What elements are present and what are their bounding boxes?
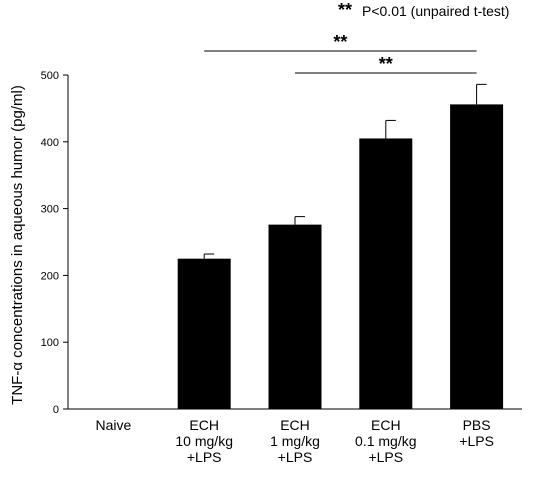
x-tick-label: 10 mg/kg — [175, 433, 233, 449]
x-tick-label: PBS — [463, 417, 491, 433]
bar — [177, 258, 231, 409]
y-tick-label: 0 — [53, 404, 59, 416]
error-bars — [203, 83, 487, 259]
significance-label: ** — [333, 32, 347, 52]
y-axis-label: TNF-α concentrations in aqueous humor (p… — [9, 85, 26, 405]
x-tick-label: 1 mg/kg — [270, 433, 320, 449]
y-ticks: 0 100 200 300 400 500 — [41, 70, 68, 416]
bar — [268, 224, 322, 409]
y-tick-label: 400 — [41, 137, 59, 149]
legend-text: P<0.01 (unpaired t-test) — [362, 3, 509, 19]
x-tick-label: 0.1 mg/kg — [355, 433, 416, 449]
significance-label: ** — [379, 54, 393, 74]
y-tick-label: 500 — [41, 70, 59, 82]
y-tick-label: 200 — [41, 270, 59, 282]
x-tick-label: ECH — [189, 417, 219, 433]
y-tick-label: 300 — [41, 204, 59, 216]
y-tick-label: 100 — [41, 337, 59, 349]
x-tick-label: +LPS — [368, 449, 403, 465]
x-tick-label: Naive — [96, 417, 132, 433]
x-tick-label: +LPS — [278, 449, 313, 465]
significance-brackets: ** ** — [204, 32, 477, 74]
legend-stars: ** — [338, 0, 352, 20]
significance-legend: ** P<0.01 (unpaired t-test) — [338, 0, 509, 20]
bars — [177, 104, 504, 409]
x-tick-label: +LPS — [459, 433, 494, 449]
x-tick-label: ECH — [371, 417, 401, 433]
x-tick-label: +LPS — [187, 449, 222, 465]
bar — [450, 104, 504, 409]
bar — [359, 138, 413, 409]
x-tick-label: ECH — [280, 417, 310, 433]
